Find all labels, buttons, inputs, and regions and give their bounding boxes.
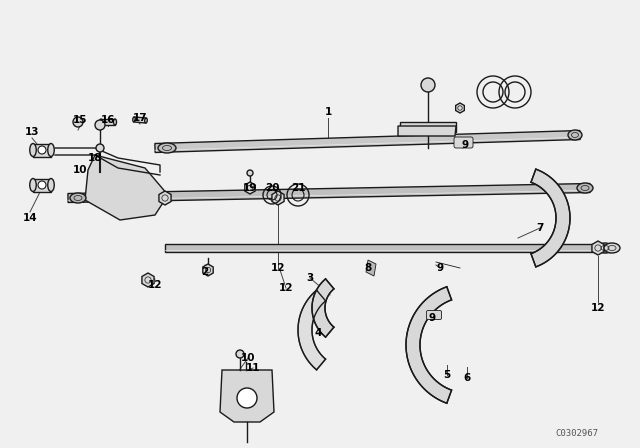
Polygon shape [155,130,580,152]
Ellipse shape [158,143,176,153]
Text: 17: 17 [132,113,147,123]
Text: 20: 20 [265,183,279,193]
Ellipse shape [48,178,54,191]
Polygon shape [85,155,168,220]
Polygon shape [134,117,146,123]
Text: 14: 14 [22,213,37,223]
Text: 8: 8 [364,263,372,273]
Ellipse shape [132,117,135,122]
FancyBboxPatch shape [426,310,442,319]
Polygon shape [203,264,213,276]
Ellipse shape [145,118,147,123]
Text: 9: 9 [461,140,468,150]
Circle shape [95,120,105,130]
Text: 11: 11 [246,363,260,373]
Ellipse shape [99,119,102,125]
Ellipse shape [70,193,86,203]
FancyBboxPatch shape [454,137,473,148]
Polygon shape [33,178,51,191]
Polygon shape [272,191,284,205]
Ellipse shape [113,119,116,125]
Text: 9: 9 [436,263,444,273]
Text: 12: 12 [271,263,285,273]
Circle shape [73,117,83,127]
Text: 3: 3 [307,273,314,283]
Text: 13: 13 [25,127,39,137]
Text: 6: 6 [463,373,470,383]
Text: 10: 10 [241,353,255,363]
Ellipse shape [568,130,582,140]
Ellipse shape [29,143,36,156]
Polygon shape [456,103,465,113]
Text: 19: 19 [243,183,257,193]
Polygon shape [531,169,570,267]
Circle shape [247,170,253,176]
Ellipse shape [604,243,620,253]
Polygon shape [592,241,604,255]
Ellipse shape [597,243,613,253]
Text: 9: 9 [428,313,436,323]
Polygon shape [245,182,255,194]
Polygon shape [142,273,154,287]
Text: 15: 15 [73,115,87,125]
Circle shape [421,78,435,92]
Text: 12: 12 [148,280,163,290]
Text: 12: 12 [591,303,605,313]
Polygon shape [68,184,590,202]
Circle shape [96,144,104,152]
Text: 2: 2 [202,267,209,277]
Circle shape [38,181,46,189]
Polygon shape [312,279,334,337]
Text: 1: 1 [324,107,332,117]
Polygon shape [33,143,51,156]
Text: 7: 7 [536,223,544,233]
Ellipse shape [29,178,36,191]
Polygon shape [159,191,171,205]
Circle shape [237,388,257,408]
Polygon shape [366,260,376,276]
Polygon shape [220,370,274,422]
Polygon shape [101,119,115,125]
Text: 18: 18 [88,153,102,163]
Circle shape [38,146,46,154]
Circle shape [236,350,244,358]
Text: 21: 21 [291,183,305,193]
Polygon shape [165,244,610,252]
Text: 5: 5 [444,370,451,380]
Ellipse shape [577,183,593,193]
Text: 12: 12 [279,283,293,293]
Polygon shape [400,122,456,132]
Polygon shape [406,287,452,403]
Polygon shape [298,290,326,370]
Text: 16: 16 [100,115,115,125]
Text: 4: 4 [314,328,322,338]
Ellipse shape [48,143,54,156]
Polygon shape [398,126,456,136]
Text: 10: 10 [73,165,87,175]
Text: C0302967: C0302967 [555,429,598,438]
